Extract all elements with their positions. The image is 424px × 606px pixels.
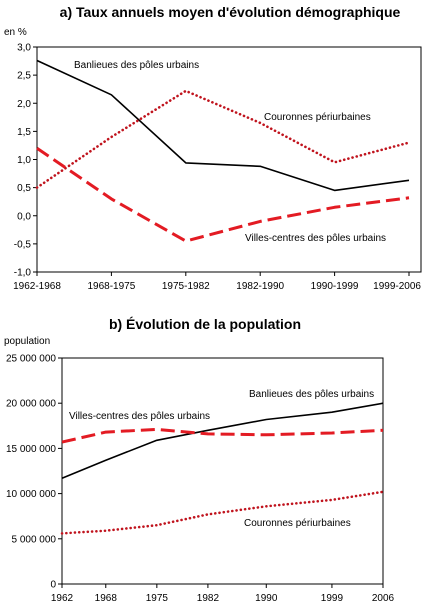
chart-a-series-line-1 <box>35 89 411 189</box>
chart-a-y-tick-label: 2,0 <box>17 99 31 110</box>
chart-a-label-couronnes: Couronnes périurbaines <box>264 112 371 123</box>
chart-a-x-tick-label: 1975-1982 <box>162 281 210 292</box>
chart-a-x-tick-label: 1990-1999 <box>311 281 359 292</box>
chart-a-y-tick-label: 0,0 <box>17 211 31 222</box>
chart-a-x-axis: 1962-1968 1968-1975 1975-1982 1982-1990 1990… <box>13 272 421 292</box>
chart-b-plot-frame <box>61 357 384 585</box>
chart-b-ylabel: population <box>4 336 50 347</box>
chart-a-x-tick-label: 1962-1968 <box>13 281 61 292</box>
chart-b-y-tick-label: 20 000 000 <box>6 399 56 410</box>
chart-b-y-tick-label: 0 <box>50 580 56 591</box>
chart-b-y-axis: 25 000 000 20 000 000 15 000 000 10 000 000… <box>6 354 62 591</box>
chart-b-x-tick-label: 1999 <box>321 593 344 604</box>
chart-a-title: a) Taux annuels moyen d'évolution démogr… <box>60 4 401 20</box>
chart-b-x-tick-label: 1962 <box>51 593 74 604</box>
chart-b-x-axis: 1962 1968 1975 1982 1990 1999 2006 <box>51 584 395 604</box>
chart-b-y-tick-label: 25 000 000 <box>6 354 56 365</box>
chart-a-label-villes-centres: Villes-centres des pôles urbains <box>245 233 386 244</box>
chart-b-x-tick-label: 1990 <box>255 593 278 604</box>
chart-a-y-tick-label: 2,5 <box>17 71 31 82</box>
chart-b-series-line-2 <box>60 490 385 535</box>
chart-a-x-tick-label: 1999-2006 <box>373 281 421 292</box>
chart-b-y-tick-label: 15 000 000 <box>6 444 56 455</box>
chart-a-series <box>35 59 411 243</box>
chart-b-series-line-0 <box>61 402 384 479</box>
chart-b-y-tick-label: 5 000 000 <box>12 534 57 545</box>
chart-b-label-banlieues: Banlieues des pôles urbains <box>249 389 374 400</box>
chart-a-y-axis: 3,0 2,5 2,0 1,5 1,0 0,5 0,0 -0,5 -1,0 <box>14 43 37 279</box>
chart-a-x-tick-label: 1968-1975 <box>87 281 135 292</box>
chart-a-y-tick-label: 3,0 <box>17 43 31 54</box>
chart-a: a) Taux annuels moyen d'évolution démogr… <box>4 4 422 292</box>
chart-b-x-tick-label: 2006 <box>372 593 395 604</box>
chart-b-title: b) Évolution de la population <box>109 316 301 332</box>
chart-a-ylabel: en % <box>4 27 27 38</box>
chart-b-label-couronnes: Couronnes périurbaines <box>244 518 351 529</box>
chart-a-y-tick-label: -0,5 <box>14 239 32 250</box>
chart-a-y-tick-label: -1,0 <box>14 268 32 279</box>
chart-b-series <box>60 402 385 535</box>
chart-b-x-tick-label: 1975 <box>146 593 169 604</box>
chart-a-y-tick-label: 1,5 <box>17 127 31 138</box>
chart-a-x-tick-label: 1982-1990 <box>236 281 284 292</box>
chart-a-y-tick-label: 1,0 <box>17 155 31 166</box>
chart-b-x-tick-label: 1982 <box>197 593 220 604</box>
chart-a-y-tick-label: 0,5 <box>17 183 31 194</box>
chart-b-label-villes-centres: Villes-centres des pôles urbains <box>69 411 210 422</box>
chart-a-series-line-2 <box>36 147 410 243</box>
chart-b-x-tick-label: 1968 <box>95 593 118 604</box>
chart-a-series-line-0 <box>36 59 410 192</box>
chart-b-series-line-1 <box>61 427 384 444</box>
chart-a-label-banlieues: Banlieues des pôles urbains <box>74 60 199 71</box>
chart-b: b) Évolution de la population population… <box>4 316 395 604</box>
chart-b-y-tick-label: 10 000 000 <box>6 489 56 500</box>
